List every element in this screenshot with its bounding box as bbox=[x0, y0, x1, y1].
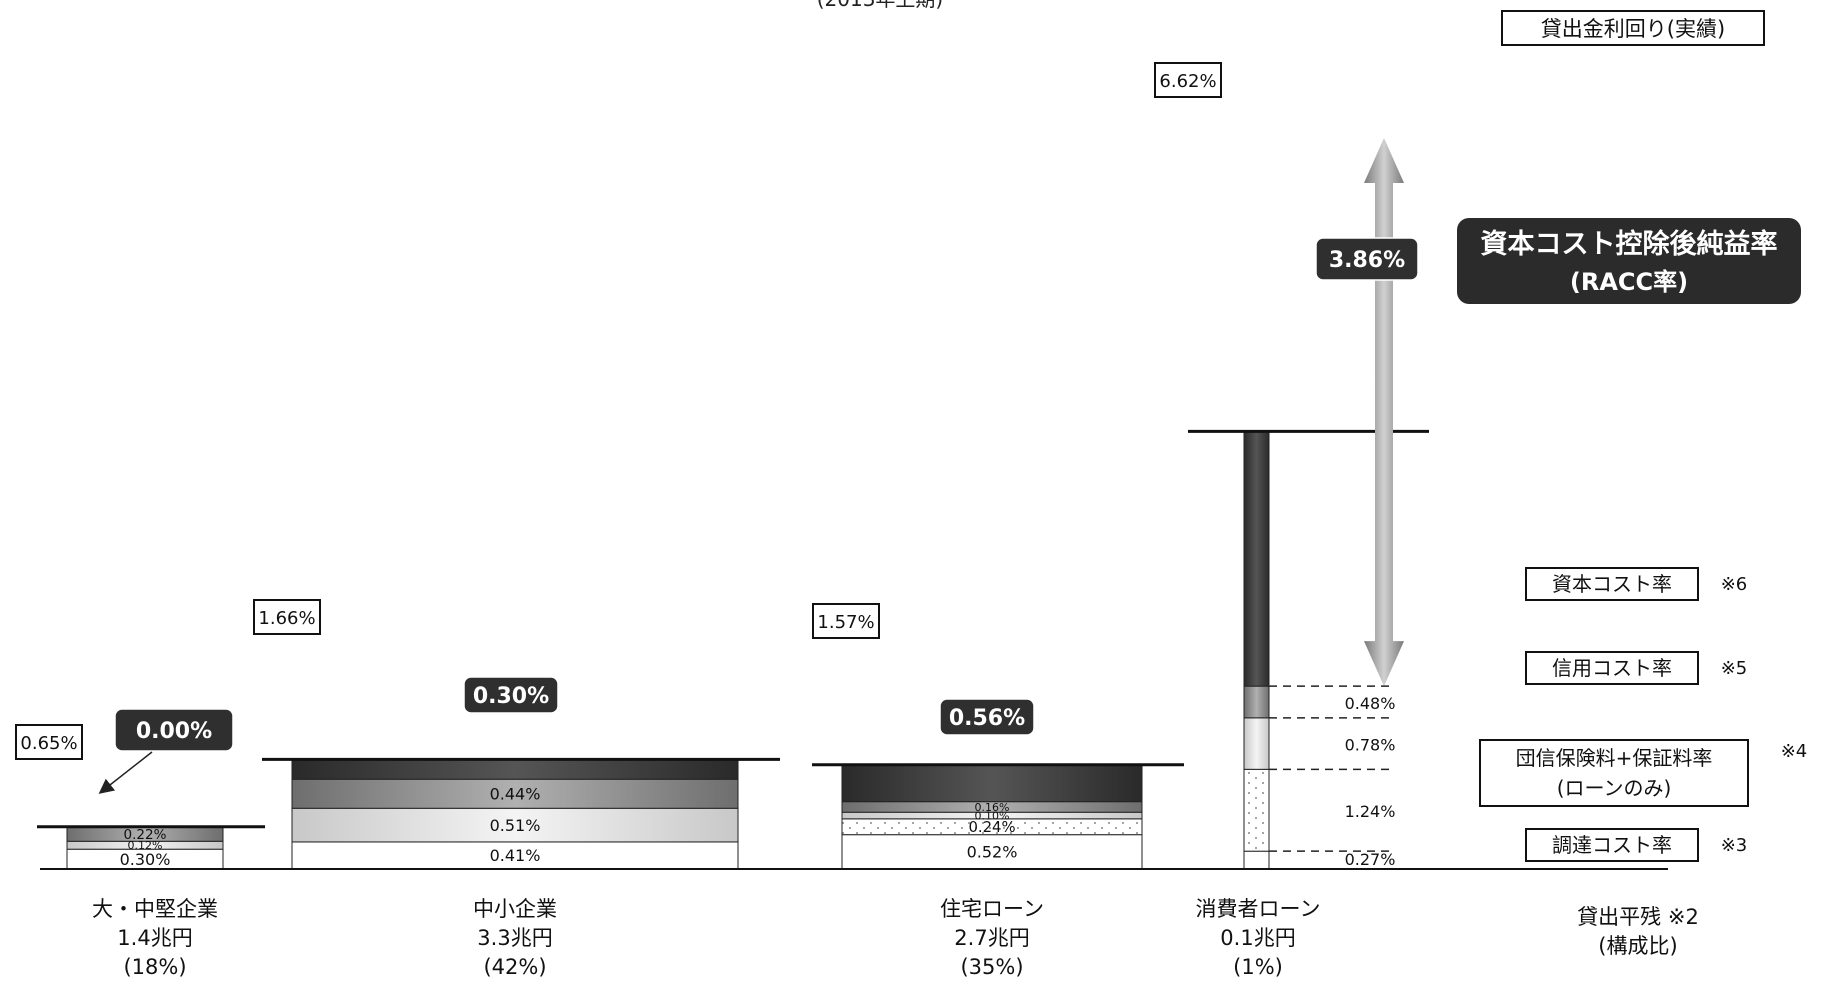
category-share-1: (42%) bbox=[483, 955, 547, 979]
value-label-credit-1: 0.51% bbox=[490, 816, 541, 835]
value-label-insurance-3: 1.24% bbox=[1345, 802, 1396, 821]
bar-funding-2 bbox=[841, 834, 1143, 870]
legend-box-funding bbox=[1525, 828, 1699, 862]
bar-racc-1 bbox=[291, 758, 739, 780]
racc-label-2-box bbox=[939, 698, 1035, 736]
value-label-capital-3: 0.48% bbox=[1345, 694, 1396, 713]
legend-title: 貸出金利回り(実績) bbox=[1541, 17, 1725, 41]
racc-label-3-box bbox=[1315, 237, 1419, 281]
total-label-1: 1.66% bbox=[258, 608, 315, 629]
base-label-note: ※2 bbox=[1667, 905, 1699, 929]
racc-title-line2: (RACC率) bbox=[1570, 268, 1688, 296]
category-balance-1: 3.3兆円 bbox=[477, 926, 553, 950]
value-label-capital-0: 0.22% bbox=[124, 827, 167, 843]
legend-title-box: 貸出金利回り(実績) bbox=[1501, 10, 1765, 46]
legend-box-insurance bbox=[1479, 739, 1749, 807]
value-label-capital-2: 0.16% bbox=[975, 801, 1010, 814]
racc-range-arrow bbox=[1364, 138, 1404, 687]
category-caption-2: 住宅ローン 2.7兆円 (35%) bbox=[902, 895, 1082, 982]
racc-label-2: 0.56% bbox=[949, 706, 1025, 731]
value-label-credit-0: 0.12% bbox=[128, 839, 163, 852]
base-label-line2: (構成比) bbox=[1598, 934, 1678, 958]
value-label-insurance-2: 0.24% bbox=[968, 819, 1015, 836]
category-caption-3: 消費者ローン 0.1兆円 (1%) bbox=[1168, 895, 1348, 982]
legend-label-insurance: 団信保険料+保証料率 bbox=[1516, 746, 1713, 770]
category-name-2: 住宅ローン bbox=[940, 897, 1044, 921]
value-label-funding-0: 0.30% bbox=[120, 850, 171, 869]
legend-note-funding: ※3 bbox=[1721, 835, 1748, 856]
bar-racc-3 bbox=[1243, 430, 1270, 687]
legend-label-credit: 信用コスト率 bbox=[1552, 656, 1672, 680]
legend-label-funding: 調達コスト率 bbox=[1552, 833, 1672, 857]
value-label-funding-3: 0.27% bbox=[1345, 850, 1396, 869]
legend-box-capital bbox=[1525, 567, 1699, 601]
category-balance-3: 0.1兆円 bbox=[1220, 926, 1296, 950]
value-label-capital-1: 0.44% bbox=[490, 785, 541, 804]
category-caption-0: 大・中堅企業 1.4兆円 (18%) bbox=[65, 895, 245, 982]
legend-note-credit: ※5 bbox=[1721, 658, 1748, 679]
chart-subtitle: (2013年上期) bbox=[817, 0, 944, 11]
legend-label-capital: 資本コスト率 bbox=[1552, 572, 1672, 596]
total-label-1-box bbox=[253, 599, 321, 635]
racc-label-0: 0.00% bbox=[136, 719, 212, 744]
category-share-0: (18%) bbox=[123, 955, 187, 979]
legend-box-credit bbox=[1525, 651, 1699, 685]
category-share-2: (35%) bbox=[960, 955, 1024, 979]
value-label-funding-1: 0.41% bbox=[490, 846, 541, 865]
bar-funding-3 bbox=[1243, 850, 1270, 870]
bar-racc-2 bbox=[841, 764, 1143, 803]
value-label-credit-3: 0.78% bbox=[1345, 736, 1396, 755]
racc-pointer-arrow bbox=[98, 751, 153, 794]
total-label-0-box bbox=[15, 724, 83, 760]
total-label-3-box bbox=[1154, 62, 1222, 98]
category-share-3: (1%) bbox=[1233, 955, 1283, 979]
bar-insurance-3 bbox=[1243, 768, 1270, 852]
total-label-0: 0.65% bbox=[20, 733, 77, 754]
bars-layer: 0.30%0.12%0.22%0.41%0.51%0.44%0.52%0.24%… bbox=[15, 62, 1429, 870]
category-name-1: 中小企業 bbox=[473, 897, 557, 921]
racc-label-1: 0.30% bbox=[473, 684, 549, 709]
legend-note-capital: ※6 bbox=[1721, 574, 1748, 595]
base-label-line1: 貸出平残 bbox=[1577, 905, 1662, 929]
racc-title-box: 資本コスト控除後純益率 (RACC率) bbox=[1457, 218, 1801, 304]
category-balance-0: 1.4兆円 bbox=[117, 926, 193, 950]
category-name-0: 大・中堅企業 bbox=[92, 897, 218, 921]
racc-title-line1: 資本コスト控除後純益率 bbox=[1481, 228, 1778, 260]
bar-capital-3 bbox=[1243, 685, 1270, 719]
category-caption-1: 中小企業 3.3兆円 (42%) bbox=[425, 895, 605, 982]
legend-label2-insurance: (ローンのみ) bbox=[1557, 776, 1672, 800]
total-label-2-box bbox=[812, 603, 880, 639]
total-label-2: 1.57% bbox=[817, 612, 874, 633]
legend-layer: 資本コスト率 ※6 信用コスト率 ※5 団信保険料+保証料率 (ローンのみ) ※4 調達コスト… bbox=[1479, 567, 1808, 862]
bar-credit-3 bbox=[1243, 717, 1270, 770]
category-name-3: 消費者ローン bbox=[1195, 897, 1321, 921]
racc-label-0-box bbox=[114, 708, 234, 752]
value-label-credit-2: 0.10% bbox=[975, 809, 1010, 822]
racc-label-1-box bbox=[463, 676, 559, 714]
value-label-funding-2: 0.52% bbox=[967, 843, 1018, 862]
base-label: 貸出平残 ※2 (構成比) bbox=[1538, 903, 1738, 961]
category-balance-2: 2.7兆円 bbox=[954, 926, 1030, 950]
legend-note-insurance: ※4 bbox=[1781, 741, 1808, 762]
racc-label-3: 3.86% bbox=[1329, 248, 1405, 273]
total-label-3: 6.62% bbox=[1159, 71, 1216, 92]
